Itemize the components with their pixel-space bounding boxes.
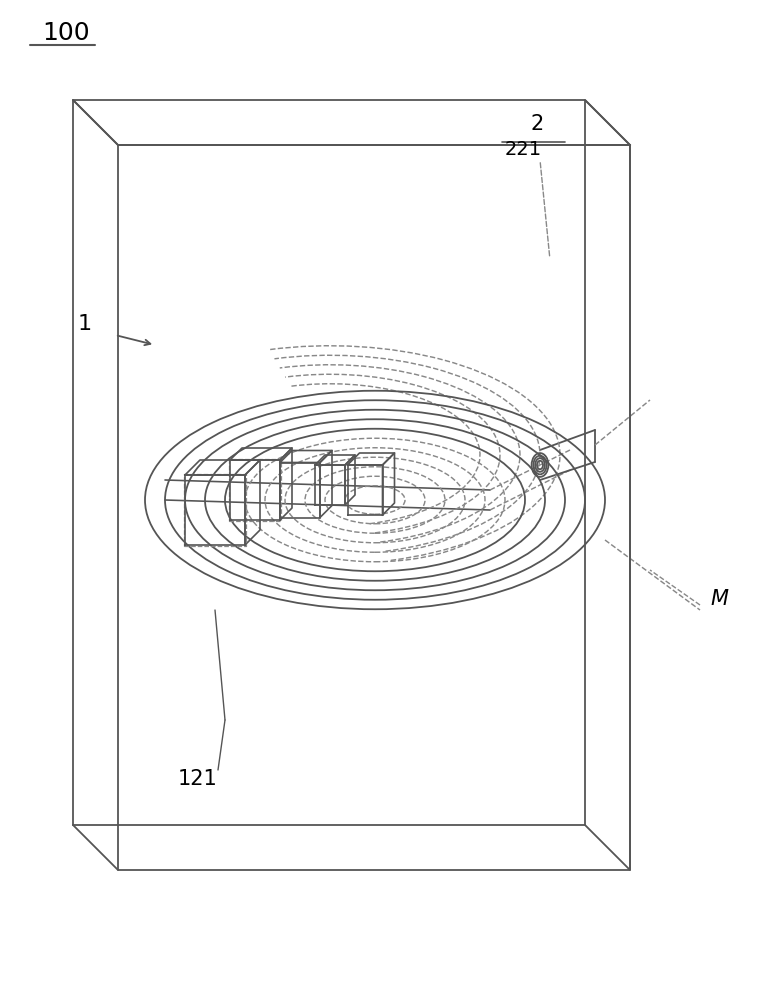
Text: 2: 2 [530,114,544,134]
Text: 100: 100 [42,21,89,45]
Text: 121: 121 [178,769,218,789]
Text: M: M [710,589,728,609]
Text: 1: 1 [78,314,92,334]
Text: 221: 221 [505,140,542,159]
